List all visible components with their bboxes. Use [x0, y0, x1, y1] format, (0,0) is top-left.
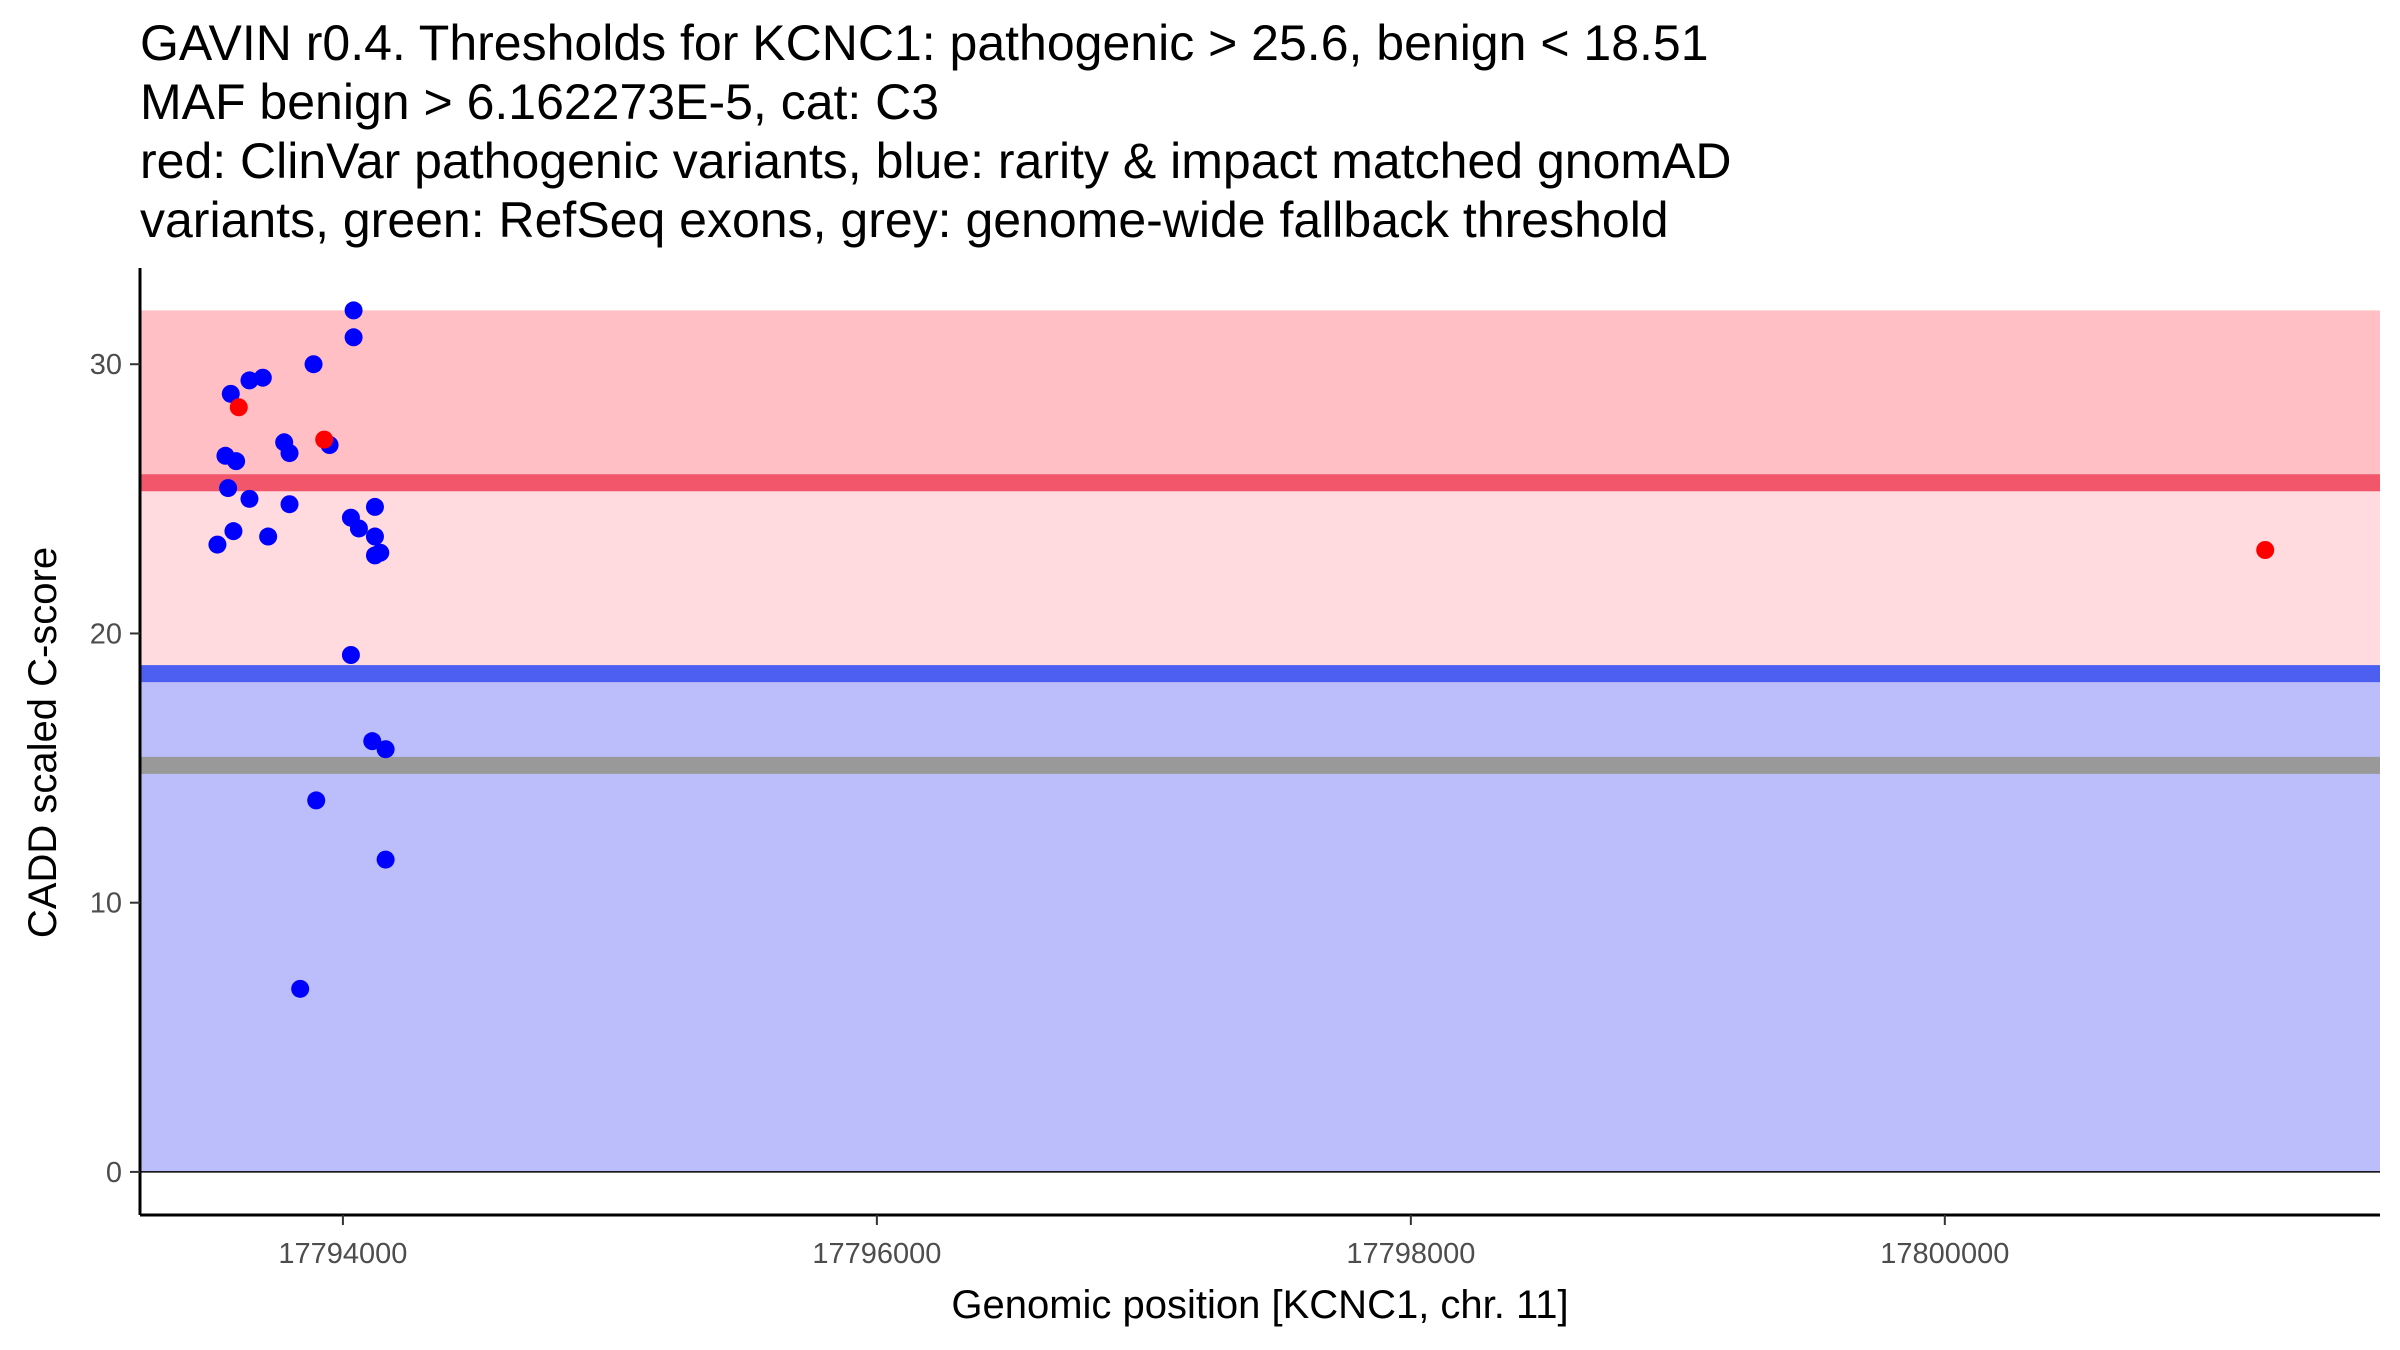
title-line-1: GAVIN r0.4. Thresholds for KCNC1: pathog… — [140, 15, 1709, 71]
threshold-lines — [140, 474, 2380, 774]
gnomad-variant-point — [219, 479, 238, 498]
x-tick-label: 17796000 — [812, 1238, 941, 1270]
gnomad-variant-point — [240, 371, 259, 390]
x-tick-label: 17800000 — [1880, 1238, 2009, 1270]
y-tick-label: 30 — [90, 349, 122, 381]
gnomad-variant-point — [208, 535, 227, 554]
benign-band — [140, 673, 2380, 1172]
gnomad-variant-point — [304, 355, 323, 374]
chart-title: GAVIN r0.4. Thresholds for KCNC1: pathog… — [140, 14, 1731, 250]
clinvar-variant-point — [315, 430, 334, 449]
gnomad-variant-point — [224, 522, 243, 541]
y-tick-label: 0 — [106, 1157, 122, 1189]
gnomad-variant-point — [349, 519, 368, 538]
gnomad-variant-point — [280, 444, 299, 463]
gnomad-variant-point — [227, 452, 246, 471]
gnomad-variant-point — [341, 646, 360, 664]
gnomad-variant-point — [365, 527, 384, 546]
x-axis-ticks: 17794000 17796000 17798000 17800000 — [278, 1215, 2009, 1270]
gnomad-variant-point — [307, 791, 326, 810]
intermediate-band — [140, 482, 2380, 674]
threshold-bands — [140, 310, 2380, 1172]
y-tick-label: 10 — [90, 888, 122, 920]
y-tick-label: 20 — [90, 618, 122, 650]
title-line-2: MAF benign > 6.162273E-5, cat: C3 — [140, 74, 940, 130]
gnomad-variant-point — [376, 740, 395, 759]
gnomad-variant-point — [365, 497, 384, 516]
gnomad-variant-point — [259, 527, 278, 546]
gnomad-variant-point — [371, 543, 390, 562]
gnomad-variant-point — [344, 301, 363, 320]
gnomad-variant-point — [363, 732, 382, 751]
gnomad-variant-point — [240, 489, 259, 508]
gnomad-variant-point — [376, 850, 395, 869]
gnomad-variant-point — [280, 495, 299, 514]
title-line-3: red: ClinVar pathogenic variants, blue: … — [140, 133, 1732, 189]
clinvar-variant-point — [229, 398, 248, 417]
x-axis-label: Genomic position [KCNC1, chr. 11] — [951, 1283, 1568, 1327]
pathogenic-band — [140, 310, 2380, 483]
gnomad-variant-point — [291, 979, 310, 998]
data-points — [208, 301, 2275, 998]
y-axis-ticks: 0 10 20 30 — [90, 349, 140, 1189]
clinvar-variant-point — [2256, 541, 2275, 559]
gnomad-variant-point — [344, 328, 363, 347]
x-tick-label: 17798000 — [1346, 1238, 1475, 1270]
x-tick-label: 17794000 — [278, 1238, 407, 1270]
y-axis-label: CADD scaled C-score — [21, 547, 65, 938]
title-line-4: variants, green: RefSeq exons, grey: gen… — [140, 192, 1669, 248]
gnomad-variant-point — [253, 368, 272, 387]
gnomad-variant-point — [221, 384, 240, 403]
